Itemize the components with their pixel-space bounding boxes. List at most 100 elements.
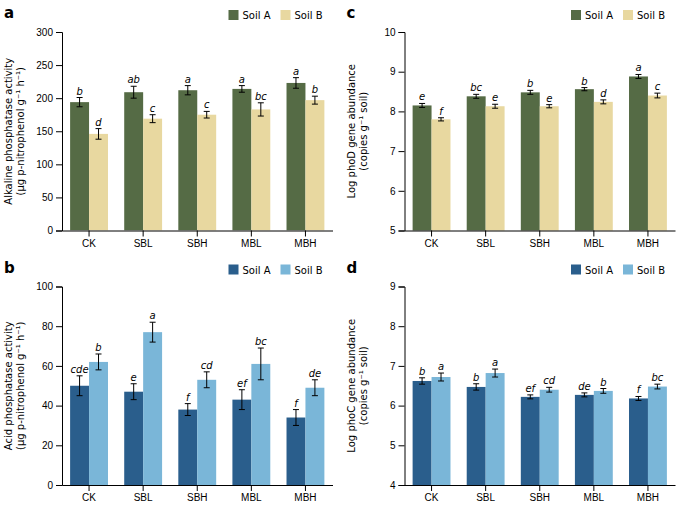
tick: MBL (241, 485, 262, 503)
panel: bbefdefaacdbbc456789CKSBLSBHMBLMBHLog ph… (346, 259, 676, 509)
significance-label: bc (255, 91, 267, 102)
significance-label: ab (127, 74, 139, 85)
tick: 40 (42, 400, 62, 411)
tick-label: 6 (390, 186, 396, 197)
tick-mark (647, 485, 648, 491)
axis-line (56, 287, 63, 486)
error-bar-cap (635, 400, 641, 401)
significance-label: cd (201, 360, 213, 371)
error-bar (635, 74, 641, 78)
tick: SBH (529, 485, 550, 503)
error-bar-cap (204, 118, 210, 119)
y-axis-title: Log phoC gene abundance(copies g⁻¹ soil) (346, 319, 369, 453)
error-bar-cap (654, 93, 660, 94)
tick-mark (431, 231, 432, 237)
error-bar-stem (79, 376, 80, 396)
tick-mark (431, 485, 432, 491)
error-bar-stem (530, 90, 531, 94)
tick: 5 (390, 440, 405, 451)
tick-label: MBH (294, 492, 316, 503)
tick: 10 (384, 27, 404, 38)
x-axis: CKSBLSBHMBLMBH (63, 231, 334, 249)
error-bar (312, 380, 318, 396)
significance-label: e (131, 372, 137, 383)
error-bar-cap (131, 86, 137, 87)
significance-label: b (95, 342, 101, 353)
error-bar-stem (657, 384, 658, 389)
error-bar-cap (492, 369, 498, 370)
error-bar-cap (419, 103, 425, 104)
legend-swatch (571, 265, 581, 275)
legend-item: Soil A (229, 10, 271, 21)
tick: 8 (390, 321, 405, 332)
error-bar-stem (98, 129, 99, 140)
error-bar (204, 372, 210, 388)
significance-label: f (439, 106, 444, 117)
tick: 6 (390, 186, 405, 197)
error-bar (438, 118, 444, 121)
bar (305, 388, 324, 485)
significance-label: a (492, 357, 498, 368)
tick: 9 (390, 281, 405, 292)
tick-mark (399, 406, 405, 407)
legend-swatch (623, 265, 633, 275)
y-axis: 5678910 (384, 27, 405, 237)
annotations: dccbcb (95, 84, 318, 127)
tick: 60 (42, 361, 62, 372)
plot-area (70, 78, 324, 231)
error-bar (546, 387, 552, 392)
error-bar (600, 100, 606, 104)
error-bar-stem (441, 373, 442, 381)
error-bar (96, 354, 102, 370)
error-bars (438, 369, 660, 393)
error-bar-cap (635, 74, 641, 75)
error-bar (419, 378, 425, 384)
bar (594, 391, 613, 485)
legend: Soil ASoil B (229, 265, 323, 276)
error-bar (312, 96, 318, 104)
tick: MBH (637, 485, 659, 503)
error-bar-stem (422, 103, 423, 107)
tick-mark (56, 445, 62, 446)
bar (413, 105, 432, 230)
tick-mark (399, 191, 405, 192)
bar (287, 418, 306, 485)
tick-mark (399, 287, 405, 288)
error-bar-stem (260, 348, 261, 380)
tick-mark (89, 485, 90, 491)
tick: 80 (42, 321, 62, 332)
significance-label: a (239, 74, 245, 85)
y-axis: 020406080100 (36, 281, 62, 491)
error-bar-stem (314, 96, 315, 104)
error-bar-stem (549, 387, 550, 392)
tick: 7 (390, 361, 405, 372)
tick-mark (593, 231, 594, 237)
error-bar-cap (204, 371, 210, 372)
error-bar-stem (152, 322, 153, 342)
legend-label: Soil B (637, 10, 665, 21)
error-bar (438, 373, 444, 381)
x-axis: CKSBLSBHMBLMBH (63, 485, 334, 503)
significance-label: bc (255, 336, 267, 347)
error-bar-cap (185, 94, 191, 95)
tick-mark (56, 197, 62, 198)
error-bar-cap (293, 425, 299, 426)
bar (251, 364, 270, 485)
tick: 150 (36, 126, 62, 137)
bar-series (89, 332, 324, 485)
error-bar-stem (603, 389, 604, 394)
significance-label: a (185, 74, 191, 85)
tick-label: CK (425, 238, 439, 249)
error-bar-cap (473, 390, 479, 391)
error-bar (527, 395, 533, 399)
legend-label: Soil A (243, 265, 271, 276)
bar (305, 100, 324, 230)
error-bar (185, 404, 191, 416)
tick-mark (485, 231, 486, 237)
tick-label: SBH (187, 238, 208, 249)
tick-label: 250 (36, 60, 53, 71)
error-bar-stem (657, 93, 658, 98)
tick-label: MBL (584, 238, 605, 249)
tick-label: 8 (390, 321, 396, 332)
tick-label: 0 (47, 480, 53, 491)
